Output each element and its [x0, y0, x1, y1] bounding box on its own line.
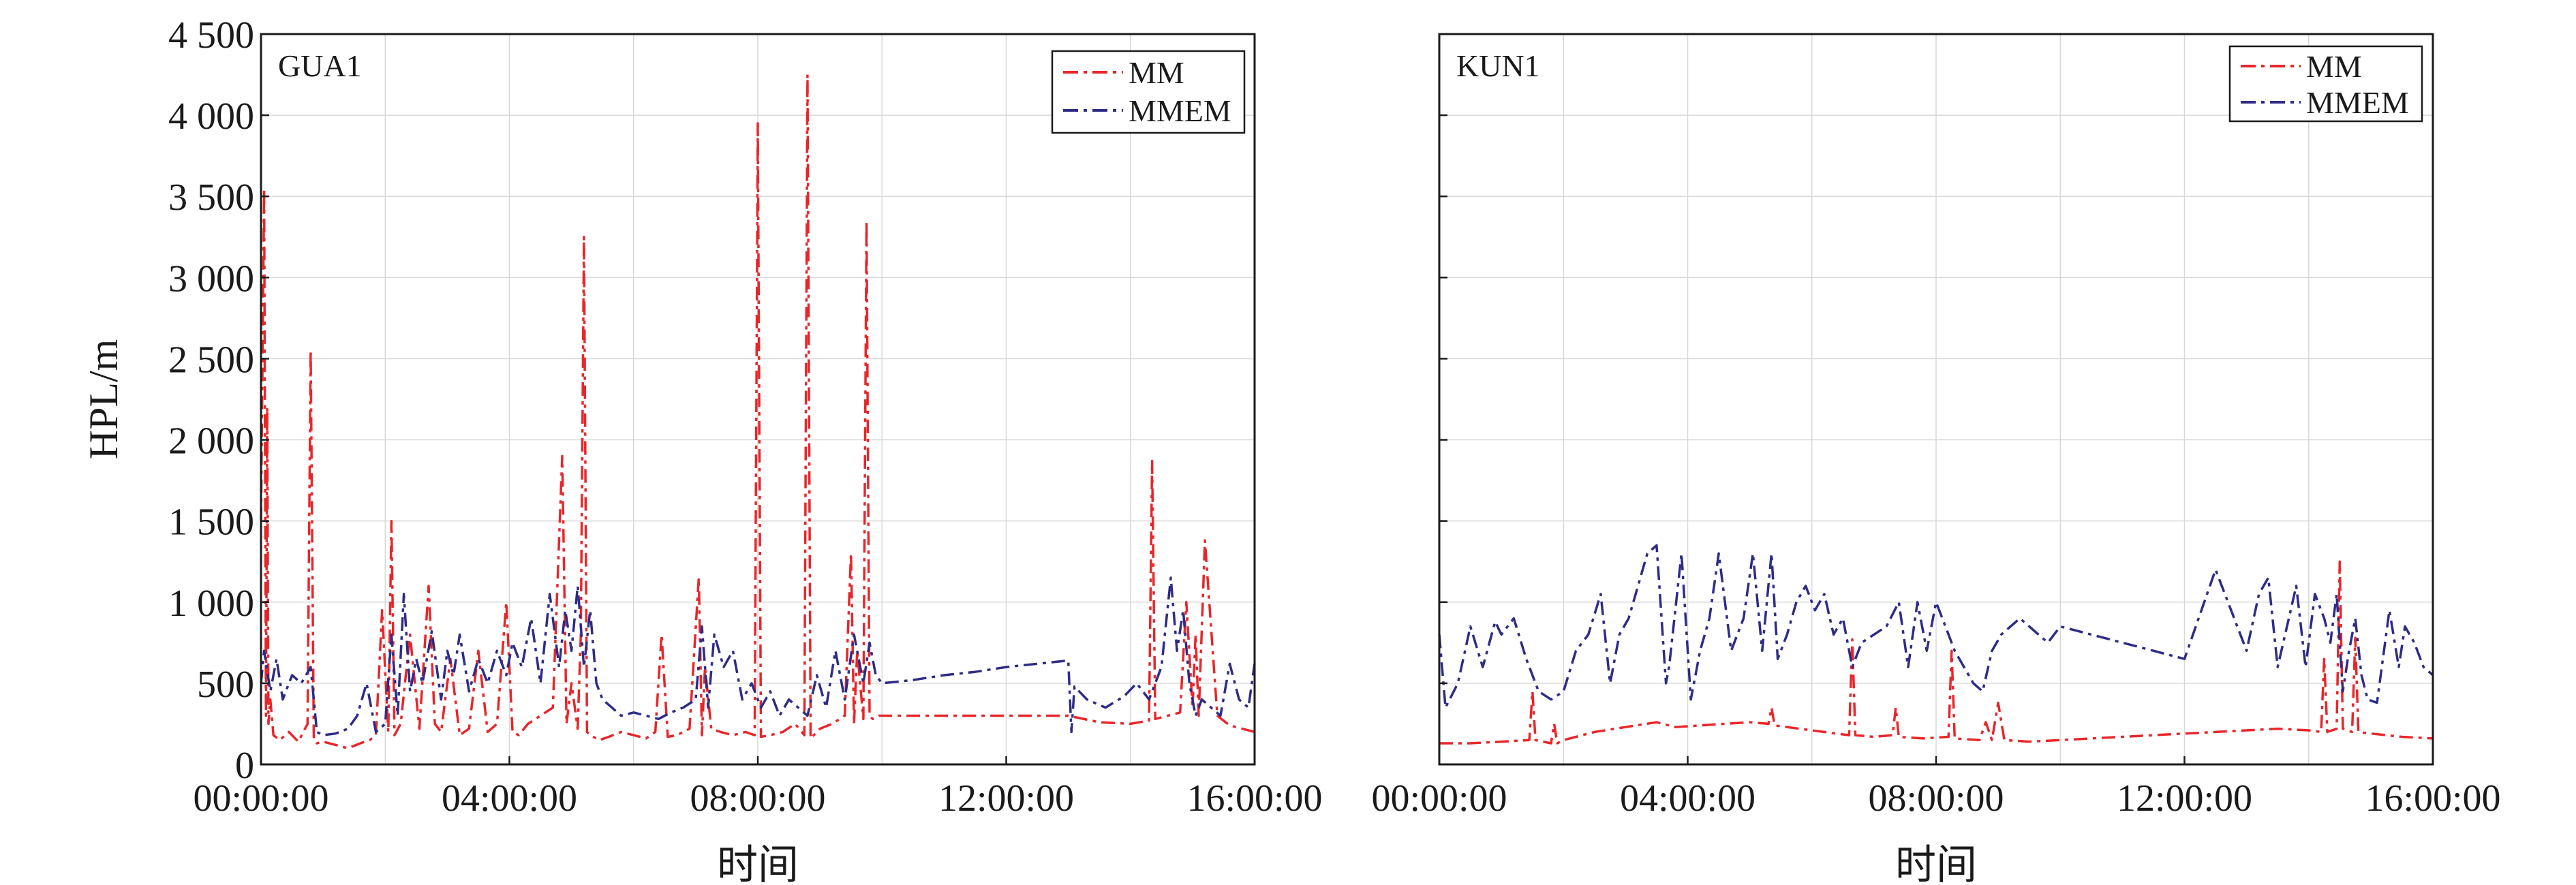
series-layer-kun1: [1438, 544, 2434, 745]
x-tick-label-kun1: 12:00:00: [2117, 777, 2252, 820]
series-line-mm-kun1: [1439, 560, 2434, 745]
legend-box-kun1: [2228, 45, 2423, 123]
series-line-mm-gua1: [260, 73, 1255, 749]
x-tick-label-gua1: 04:00:00: [442, 777, 577, 820]
legend-box-gua1: [1051, 50, 1246, 134]
x-tick-label-gua1: 08:00:00: [690, 777, 825, 820]
y-tick-label-gua1: 500: [197, 664, 254, 706]
legend-gua1: MM MMEM: [1051, 50, 1246, 134]
x-tick-label-gua1: 00:00:00: [193, 777, 328, 820]
y-tick-label-gua1: 1 500: [168, 501, 254, 544]
y-tick-label-gua1: 3 000: [168, 258, 254, 300]
y-tick-label-gua1: 0: [235, 745, 254, 787]
x-axis-title-gua1: 时间: [717, 843, 799, 885]
x-tick-label-gua1: 16:00:00: [1186, 777, 1322, 820]
y-tick-label-gua1: 2 500: [168, 339, 254, 381]
legend-label-mmem-kun1: MMEM: [2306, 85, 2409, 120]
series-line-mmem-kun1: [1438, 544, 2434, 709]
y-tick-label-gua1: 4 500: [168, 14, 254, 57]
legend-kun1: MM MMEM: [2228, 45, 2423, 123]
legend-label-mmem-gua1: MMEM: [1129, 93, 1231, 128]
y-tick-label-gua1: 3 500: [168, 176, 254, 219]
panel-kun1: 00:00:00 04:00:00 08:00:00 12:00:00 16:00:00…: [1371, 33, 2501, 885]
x-tick-label-kun1: 16:00:00: [2365, 777, 2500, 820]
x-tick-label-gua1: 12:00:00: [938, 777, 1074, 820]
y-tick-label-gua1: 1 000: [168, 583, 254, 625]
panel-label-gua1: GUA1: [278, 48, 362, 83]
x-axis-title-kun1: 时间: [1895, 843, 1977, 885]
legend-label-mm-gua1: MM: [1129, 55, 1184, 90]
x-tick-label-kun1: 08:00:00: [1868, 777, 2004, 820]
y-tick-label-gua1: 2 000: [168, 420, 254, 463]
panel-label-kun1: KUN1: [1456, 48, 1540, 83]
axis-ticks-gua1: 00:00:00 04:00:00 08:00:00 12:00:00 16:00:00…: [168, 14, 1323, 820]
legend-label-mm-kun1: MM: [2306, 49, 2362, 84]
y-axis-title-gua1: HPL/m: [81, 339, 126, 460]
grid-kun1: [1439, 33, 2434, 765]
y-tick-label-gua1: 4 000: [168, 95, 254, 138]
x-tick-label-kun1: 00:00:00: [1371, 777, 1507, 820]
series-line-mmem-gua1: [260, 576, 1256, 736]
series-layer-gua1: [260, 73, 1256, 749]
axis-ticks-kun1: 00:00:00 04:00:00 08:00:00 12:00:00 16:00:00: [1371, 33, 2501, 820]
x-tick-label-kun1: 04:00:00: [1620, 777, 1755, 820]
